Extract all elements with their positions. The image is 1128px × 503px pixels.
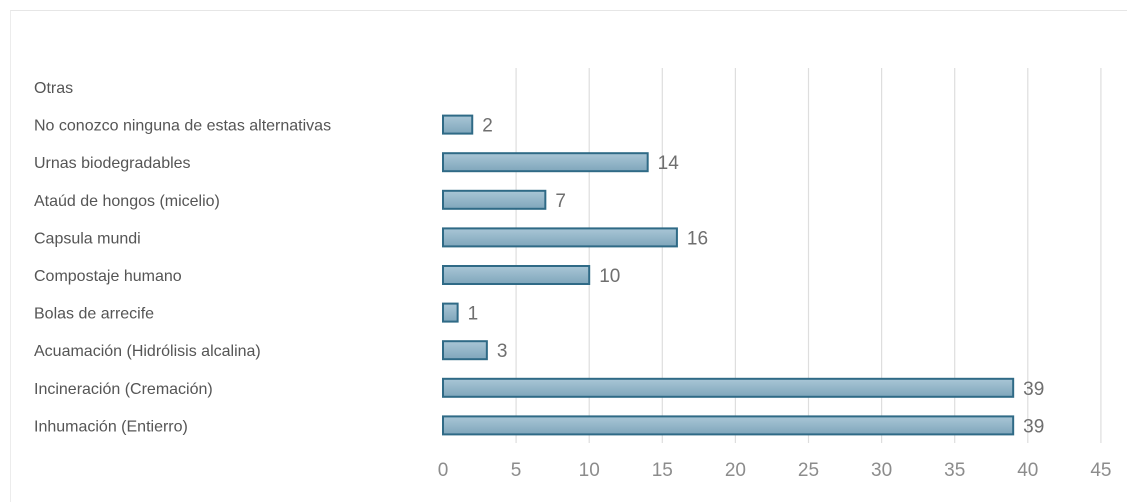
bar bbox=[442, 114, 474, 135]
x-tick-label-45: 45 bbox=[1090, 460, 1111, 481]
value-labels: 2 14 7 16 10 13 39 39 bbox=[468, 116, 1045, 438]
bar bbox=[442, 302, 459, 323]
category-label: Capsula mundi bbox=[34, 230, 141, 247]
value-label: 7 bbox=[555, 191, 566, 212]
value-label: 14 bbox=[658, 153, 680, 174]
bar bbox=[442, 340, 488, 361]
category-label: Incineración (Cremación) bbox=[34, 381, 213, 398]
bar bbox=[442, 227, 678, 248]
bar bbox=[442, 377, 1015, 398]
x-tick-label-0: 0 bbox=[438, 460, 449, 481]
value-label: 39 bbox=[1023, 379, 1044, 400]
x-tick-label-30: 30 bbox=[871, 460, 892, 481]
value-label: 10 bbox=[599, 266, 620, 287]
x-tick-label-5: 5 bbox=[511, 460, 522, 481]
value-label: 3 bbox=[497, 341, 508, 362]
x-tick-label-10: 10 bbox=[579, 460, 600, 481]
category-label: No conozco ninguna de estas alternativas bbox=[34, 118, 331, 135]
category-label: Urnas biodegradables bbox=[34, 155, 191, 172]
value-label: 1 bbox=[468, 304, 479, 325]
x-tick-label-15: 15 bbox=[652, 460, 673, 481]
bar bbox=[442, 152, 649, 173]
category-label: Otras bbox=[34, 80, 73, 97]
bar bbox=[442, 189, 547, 210]
value-label: 2 bbox=[482, 116, 493, 137]
x-tick-label-20: 20 bbox=[725, 460, 746, 481]
value-label: 16 bbox=[687, 228, 708, 249]
x-tick-label-25: 25 bbox=[798, 460, 819, 481]
bar bbox=[442, 265, 591, 285]
x-axis-tick-labels: 0 5 10 15 20 25 30 35 40 45 bbox=[438, 460, 1112, 481]
category-label: Compostaje humano bbox=[34, 268, 182, 285]
bar bbox=[442, 415, 1015, 436]
category-labels: Otras No conozco ninguna de estas alterna… bbox=[34, 80, 331, 435]
category-label: Ataúd de hongos (micelio) bbox=[34, 193, 220, 210]
category-label: Bolas de arrecife bbox=[34, 306, 154, 323]
category-label: Acuamación (Hidrólisis alcalina) bbox=[34, 343, 261, 360]
chart-frame bbox=[10, 10, 1127, 502]
x-tick-label-40: 40 bbox=[1017, 460, 1038, 481]
category-label: Inhumación (Entierro) bbox=[34, 418, 188, 435]
value-label: 39 bbox=[1023, 416, 1044, 437]
bars bbox=[442, 114, 1015, 436]
x-tick-label-35: 35 bbox=[944, 460, 965, 481]
